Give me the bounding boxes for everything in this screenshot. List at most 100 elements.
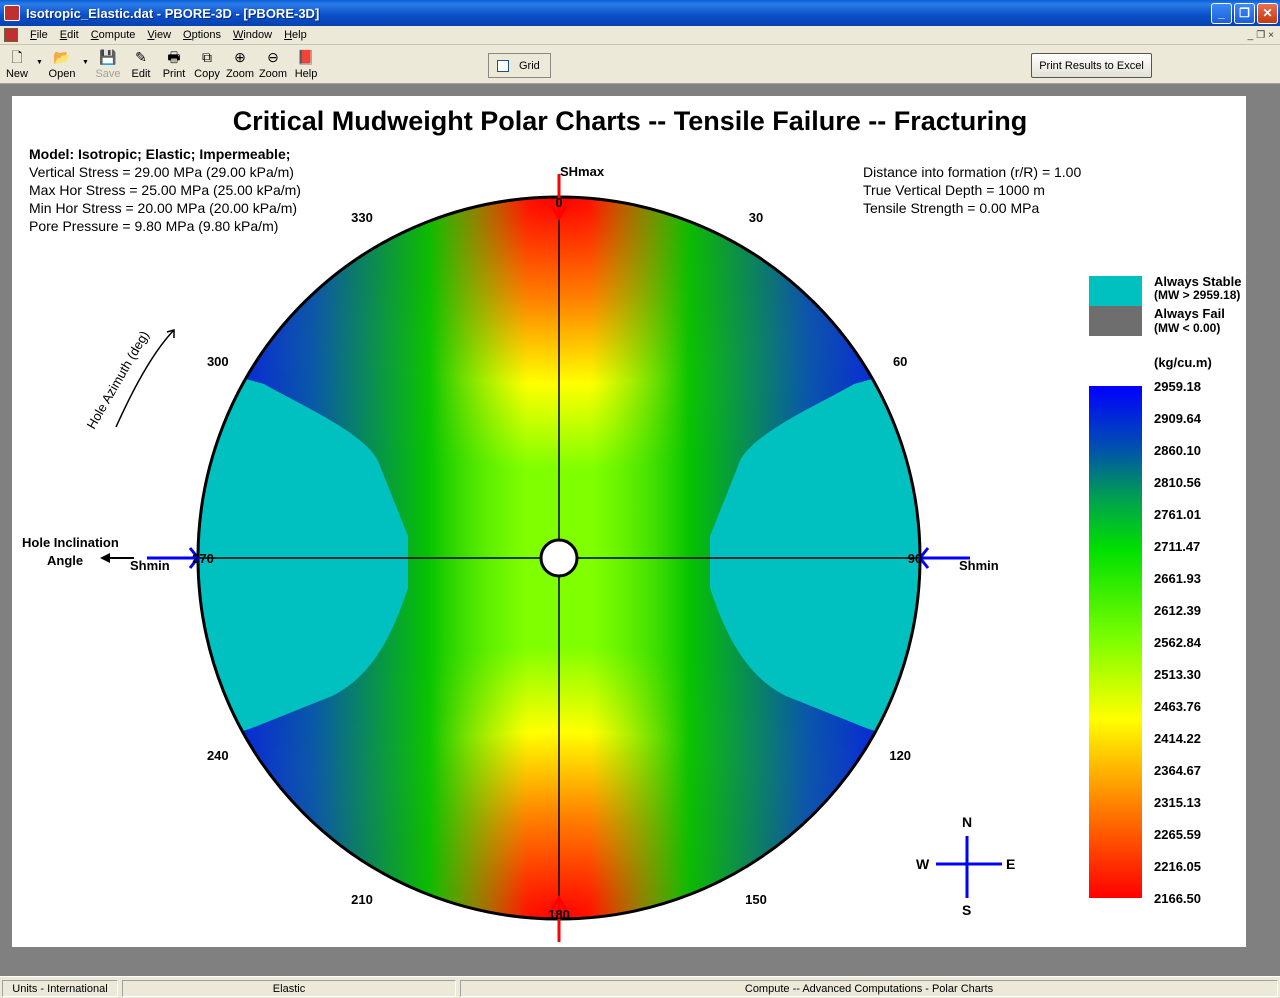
compass-s: S	[962, 902, 971, 918]
mdi-restore-button[interactable]: ❐	[1256, 29, 1266, 41]
maximize-button[interactable]: ❐	[1234, 2, 1255, 24]
legend-fail-sub: (MW < 0.00)	[1154, 321, 1220, 335]
hole-inclination-label-1: Hole Inclination	[22, 535, 119, 550]
colorbar-tick-label: 2959.18	[1154, 379, 1201, 394]
true-vertical-depth-text: True Vertical Depth = 1000 m	[863, 182, 1045, 198]
colorbar-tick-label: 2562.84	[1154, 635, 1202, 650]
menu-help[interactable]: Help	[284, 29, 307, 41]
azimuth-label-270: 270	[192, 551, 214, 566]
legend-units: (kg/cu.m)	[1154, 355, 1212, 370]
vertical-stress-text: Vertical Stress = 29.00 MPa (29.00 kPa/m…	[29, 164, 294, 180]
polar-chart: Critical Mudweight Polar Charts -- Tensi…	[22, 106, 1241, 942]
shmin-right-label: Shmin	[959, 558, 999, 573]
max-hor-stress-text: Max Hor Stress = 25.00 MPa (25.00 kPa/m)	[29, 182, 301, 198]
borehole-center	[539, 538, 579, 578]
grid-checkbox[interactable]	[497, 59, 509, 72]
tensile-strength-text: Tensile Strength = 0.00 MPa	[863, 200, 1039, 216]
menu-view[interactable]: View	[147, 29, 172, 41]
legend-fail-label: Always Fail	[1154, 306, 1225, 321]
colorbar-tick-label: 2711.47	[1154, 539, 1200, 554]
status-model: Elastic	[122, 980, 456, 997]
shmax-label: SHmax	[560, 164, 605, 179]
open-folder-icon: 📂	[53, 49, 71, 65]
zoom-in-icon: ⊕	[234, 49, 246, 65]
colorbar-tick-label: 2166.50	[1154, 891, 1201, 906]
chart-title: Critical Mudweight Polar Charts -- Tensi…	[233, 106, 1028, 136]
stable-region-left	[198, 366, 408, 746]
menu-window[interactable]: Window	[232, 29, 273, 41]
colorbar-tick-label: 2265.59	[1154, 827, 1201, 842]
shmax-arrow-bottom	[550, 895, 568, 942]
print-button[interactable]: 🖶 Print	[157, 48, 191, 82]
hole-inclination-arrowhead	[100, 553, 110, 563]
menu-edit[interactable]: Edit	[59, 29, 79, 41]
legend-stable-sub: (MW > 2959.18)	[1154, 288, 1240, 302]
hole-inclination-label-2: Angle	[47, 553, 83, 568]
mdi-close-button[interactable]: ×	[1268, 29, 1274, 41]
open-dropdown-arrow-icon[interactable]: ▼	[82, 59, 89, 66]
legend-stable-swatch	[1089, 276, 1142, 306]
compass-e: E	[1006, 856, 1015, 872]
new-document-icon: 🗋	[11, 49, 23, 65]
new-button[interactable]: 🗋 New	[0, 48, 34, 82]
grid-toggle[interactable]: Grid	[488, 53, 551, 78]
document-icon[interactable]	[4, 28, 18, 42]
azimuth-label-180: 180	[548, 907, 570, 922]
hole-azimuth-arrowhead	[166, 329, 175, 338]
legend-fail-swatch	[1089, 306, 1142, 336]
help-book-icon: 📕	[297, 49, 315, 65]
colorbar-tick-label: 2513.30	[1154, 667, 1201, 682]
menu-file[interactable]: File	[30, 29, 48, 41]
minimize-button[interactable]: _	[1211, 2, 1232, 24]
shmin-arrow-left	[147, 547, 200, 569]
compass-rose	[936, 836, 1002, 898]
colorbar-tick-label: 2364.67	[1154, 763, 1201, 778]
save-label: Save	[95, 68, 121, 80]
zoom-in-label: Zoom	[225, 68, 255, 80]
shmin-arrow-right	[918, 547, 970, 569]
copy-button[interactable]: ⧉ Copy	[190, 48, 224, 82]
azimuth-label-300: 300	[207, 354, 229, 369]
edit-button[interactable]: ✎ Edit	[124, 48, 158, 82]
azimuth-label-90: 90	[908, 551, 922, 566]
colorbar-tick-label: 2463.76	[1154, 699, 1201, 714]
azimuth-label-330: 330	[351, 210, 373, 225]
pore-pressure-text: Pore Pressure = 9.80 MPa (9.80 kPa/m)	[29, 218, 278, 234]
status-units: Units - International	[2, 980, 118, 997]
model-label: Model: Isotropic; Elastic; Impermeable;	[29, 146, 290, 162]
grid-label: Grid	[519, 59, 540, 72]
azimuth-label-240: 240	[207, 748, 229, 763]
menu-compute[interactable]: Compute	[90, 29, 136, 41]
window-title: Isotropic_Elastic.dat - PBORE-3D - [PBOR…	[26, 5, 320, 21]
edit-icon: ✎	[135, 49, 147, 65]
zoom-out-icon: ⊖	[267, 49, 279, 65]
open-button[interactable]: 📂 Open	[45, 48, 79, 82]
mdi-minimize-button[interactable]: _	[1247, 29, 1254, 41]
edit-label: Edit	[131, 68, 151, 80]
copy-icon: ⧉	[202, 49, 212, 65]
new-dropdown-arrow-icon[interactable]: ▼	[36, 59, 43, 66]
new-label: New	[5, 68, 28, 80]
azimuth-label-30: 30	[749, 210, 763, 225]
chart-canvas: Critical Mudweight Polar Charts -- Tensi…	[12, 96, 1246, 947]
zoom-in-button[interactable]: ⊕ Zoom	[223, 48, 257, 82]
save-button[interactable]: 💾 Save	[91, 48, 125, 82]
app-icon	[4, 5, 20, 21]
print-to-excel-button[interactable]: Print Results to Excel	[1031, 53, 1152, 78]
colorbar-tick-label: 2810.56	[1154, 475, 1201, 490]
menu-options[interactable]: Options	[183, 29, 221, 41]
colorbar-tick-label: 2414.22	[1154, 731, 1201, 746]
azimuth-labels: 0 30 60 90 120 150 180 210 240 270 300 330	[192, 195, 922, 922]
help-button[interactable]: 📕 Help	[289, 48, 323, 82]
shmax-arrow-top	[550, 174, 568, 221]
shmin-left-label: Shmin	[130, 558, 170, 573]
zoom-out-button[interactable]: ⊖ Zoom	[256, 48, 290, 82]
mdi-controls: _ ❐ ×	[1248, 30, 1274, 41]
open-label: Open	[48, 68, 76, 80]
min-hor-stress-text: Min Hor Stress = 20.00 MPa (20.00 kPa/m)	[29, 200, 297, 216]
status-bar: Units - International Elastic Compute --…	[0, 976, 1280, 998]
close-button[interactable]: ✕	[1257, 2, 1278, 24]
hole-azimuth-label: Hole Azimuth (deg)	[84, 328, 152, 431]
azimuth-label-60: 60	[893, 354, 907, 369]
compass-w: W	[916, 856, 930, 872]
